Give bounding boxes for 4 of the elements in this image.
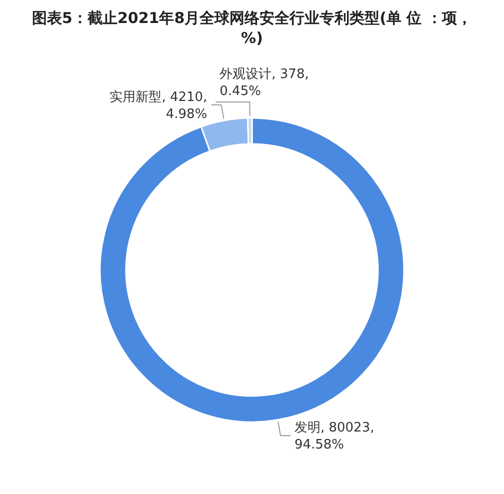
chart-title: 图表5：截止2021年8月全球网络安全行业专利类型(单 位 ：项，%) <box>32 8 472 48</box>
slice-label: 发明, 80023, 94.58% <box>294 420 374 453</box>
slice-label: 外观设计, 378, 0.45% <box>220 67 309 100</box>
slice-label: 实用新型, 4210, 4.98% <box>110 90 208 122</box>
